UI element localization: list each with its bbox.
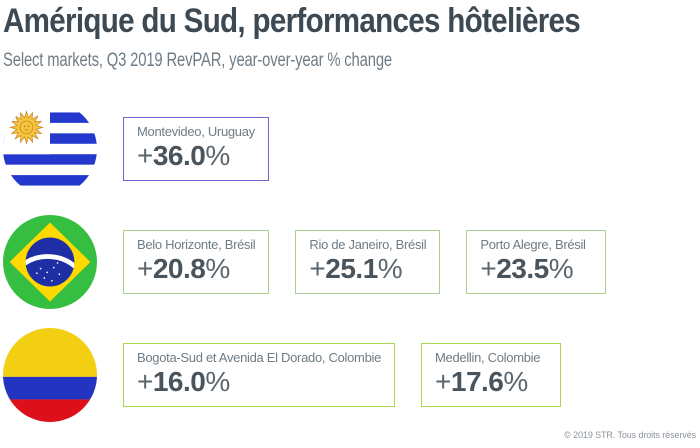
value-sign: + bbox=[137, 139, 153, 171]
value-number: 20.8 bbox=[152, 252, 206, 284]
percent-sign: % bbox=[503, 365, 528, 397]
value-sign: + bbox=[309, 252, 326, 284]
market-label: Porto Alegre, Brésil bbox=[480, 236, 586, 252]
percent-sign: % bbox=[377, 252, 403, 284]
market-label: Rio de Janeiro, Brésil bbox=[309, 236, 427, 252]
brazil-flag-icon bbox=[3, 214, 97, 309]
country-row-uruguay: Montevideo, Uruguay +36.0% bbox=[3, 101, 269, 196]
percent-sign: % bbox=[205, 252, 230, 284]
market-value: +25.1% bbox=[309, 253, 426, 285]
value-number: 23.5 bbox=[496, 252, 549, 284]
market-boxes: Bogota-Sud et Avenida El Dorado, Colombi… bbox=[123, 342, 562, 407]
market-value: +20.8% bbox=[137, 253, 255, 285]
percent-sign: % bbox=[205, 139, 230, 171]
market-boxes: Montevideo, Uruguay +36.0% bbox=[123, 116, 269, 181]
market-box: Rio de Janeiro, Brésil +25.1% bbox=[295, 229, 441, 294]
colombia-flag-icon bbox=[3, 327, 97, 422]
market-box: Montevideo, Uruguay +36.0% bbox=[123, 116, 269, 181]
market-value: +36.0% bbox=[137, 140, 255, 172]
value-number: 36.0 bbox=[152, 139, 206, 171]
country-row-colombie: Bogota-Sud et Avenida El Dorado, Colombi… bbox=[3, 327, 562, 422]
page-subtitle: Select markets, Q3 2019 RevPAR, year-ove… bbox=[3, 50, 393, 71]
page-title: Amérique du Sud, performances hôtelières bbox=[3, 2, 581, 40]
value-number: 25.1 bbox=[325, 252, 378, 284]
market-label: Bogota-Sud et Avenida El Dorado, Colombi… bbox=[137, 349, 382, 365]
market-label: Montevideo, Uruguay bbox=[137, 123, 255, 139]
market-box: Bogota-Sud et Avenida El Dorado, Colombi… bbox=[123, 342, 396, 407]
market-box: Porto Alegre, Brésil +23.5% bbox=[466, 229, 607, 294]
market-box: Belo Horizonte, Brésil +20.8% bbox=[123, 229, 270, 294]
copyright-note: © 2019 STR. Tous droits réservés bbox=[564, 430, 696, 440]
value-sign: + bbox=[137, 252, 153, 284]
percent-sign: % bbox=[205, 365, 230, 397]
market-value: +17.6% bbox=[435, 366, 547, 398]
country-row-brésil: Belo Horizonte, Brésil +20.8% Rio de Janei… bbox=[3, 214, 607, 309]
market-value: +23.5% bbox=[480, 253, 592, 285]
value-number: 16.0 bbox=[152, 365, 206, 397]
uruguay-flag-icon bbox=[3, 101, 97, 196]
value-number: 17.6 bbox=[450, 365, 504, 397]
value-sign: + bbox=[435, 365, 451, 397]
value-sign: + bbox=[480, 252, 497, 284]
market-boxes: Belo Horizonte, Brésil +20.8% Rio de Janei… bbox=[123, 229, 607, 294]
market-label: Belo Horizonte, Brésil bbox=[137, 236, 256, 252]
value-sign: + bbox=[137, 365, 153, 397]
market-value: +16.0% bbox=[137, 366, 381, 398]
header: Amérique du Sud, performances hôtelières… bbox=[3, 0, 666, 72]
market-box: Medellin, Colombie +17.6% bbox=[421, 342, 562, 407]
market-label: Medellin, Colombie bbox=[435, 349, 541, 365]
percent-sign: % bbox=[548, 252, 574, 284]
